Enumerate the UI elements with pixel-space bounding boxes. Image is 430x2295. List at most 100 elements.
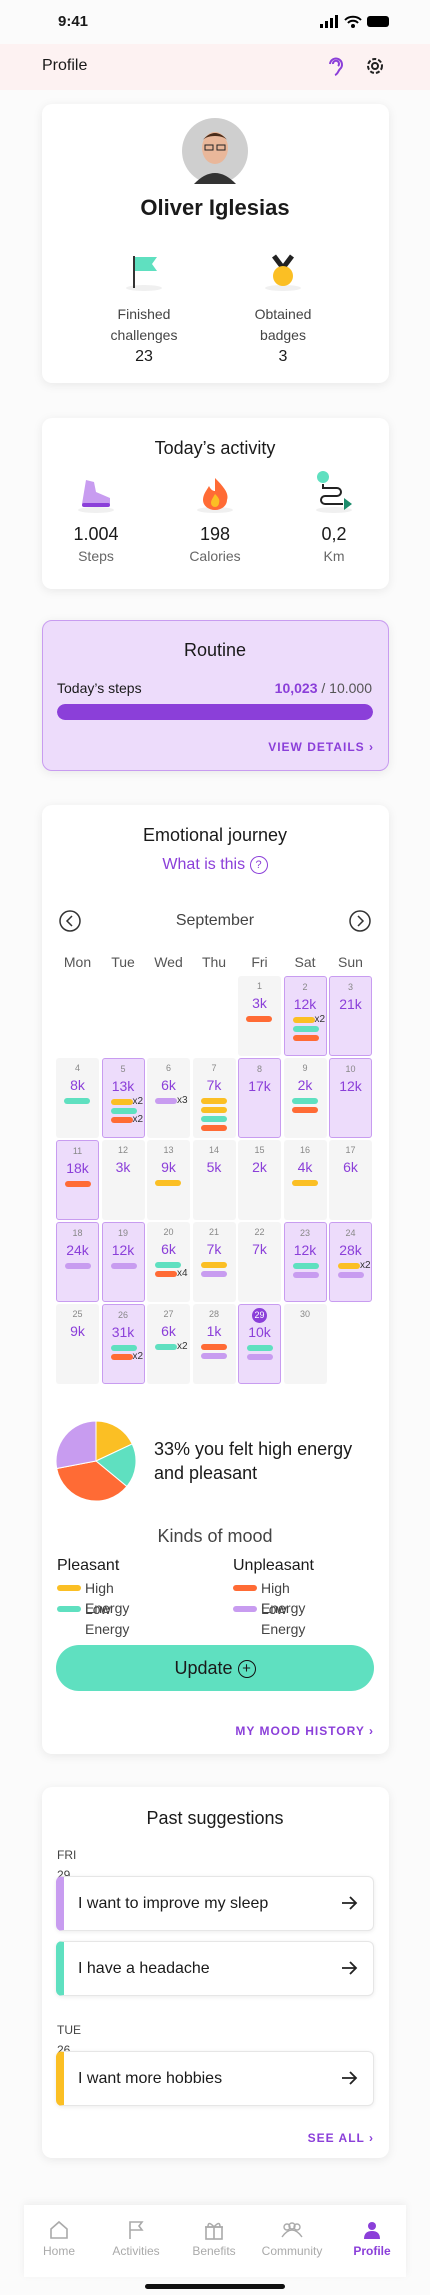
- day-steps: 7k: [252, 1241, 267, 1257]
- mood-count: x2: [360, 1260, 371, 1271]
- day-steps: 9k: [161, 1159, 176, 1175]
- day-number: 10: [345, 1064, 356, 1074]
- progress-bar: [57, 704, 373, 720]
- suggestion-item[interactable]: I want more hobbies: [56, 2051, 374, 2106]
- day-number: 2: [302, 982, 308, 992]
- mood-history-link[interactable]: MY MOOD HISTORY ›: [235, 1724, 374, 1738]
- day-cell: 12 3k: [101, 1140, 145, 1220]
- help-text[interactable]: What is this: [162, 856, 246, 873]
- stat-label: Finished challenges: [110, 306, 178, 343]
- ear-button[interactable]: [324, 55, 346, 77]
- tab-icon[interactable]: [124, 2218, 148, 2242]
- link-text[interactable]: SEE ALL: [307, 2131, 365, 2145]
- see-all-link[interactable]: SEE ALL ›: [307, 2131, 374, 2145]
- goal-text: / 10.000: [321, 680, 372, 696]
- day-cell: 25 9k: [56, 1304, 99, 1384]
- mood-bar: [200, 1116, 227, 1122]
- day-steps: 6k: [161, 1323, 176, 1339]
- home-indicator: [145, 2284, 285, 2289]
- tab-label[interactable]: Home: [42, 2244, 75, 2258]
- kinds-title: Kinds of mood: [157, 1526, 273, 1546]
- day-number: 18: [72, 1228, 83, 1238]
- mood-bar: [200, 1262, 227, 1268]
- routine-card: [42, 620, 389, 771]
- mood-bar: [110, 1345, 137, 1351]
- pie-slice: [56, 1460, 128, 1501]
- tab-icon[interactable]: [280, 2218, 304, 2242]
- suggestion-text[interactable]: I have a headache: [78, 1960, 210, 1977]
- help-link[interactable]: What is this ?: [0, 855, 430, 875]
- button-text[interactable]: Update: [174, 1658, 233, 1678]
- mood-name: High Energy: [261, 1580, 306, 1616]
- routine-title: Routine: [183, 640, 247, 660]
- day-cell: 23 12k: [283, 1222, 327, 1302]
- day-number: 26: [117, 1310, 128, 1320]
- mood-bar: [292, 1272, 319, 1278]
- tab-label[interactable]: Benefits: [192, 2244, 236, 2258]
- mood-bar: [155, 1180, 181, 1186]
- day-number: 25: [72, 1309, 83, 1319]
- mood-bar: [155, 1098, 177, 1104]
- prev-month[interactable]: [58, 909, 82, 933]
- day-number: 17: [345, 1145, 356, 1155]
- tab-label[interactable]: Profile: [353, 2244, 391, 2258]
- day-cell: 2 12k x2: [283, 976, 327, 1056]
- day-cell: 10 12k: [329, 1058, 372, 1138]
- tab-icon[interactable]: [47, 2218, 71, 2242]
- day-cell: 20 6k x4: [147, 1222, 190, 1302]
- profile-name: Oliver Iglesias: [140, 195, 290, 220]
- mood-count: x2: [132, 1114, 144, 1125]
- link-text[interactable]: VIEW DETAILS: [268, 740, 365, 754]
- mood-bar: [292, 1017, 315, 1023]
- view-details-link[interactable]: VIEW DETAILS ›: [268, 740, 374, 754]
- mood-count: x2: [132, 1351, 144, 1362]
- mood-swatch: [57, 1606, 81, 1612]
- day-cell: 14 5k: [192, 1140, 236, 1220]
- suggestion-text[interactable]: I want to improve my sleep: [78, 1895, 269, 1912]
- day-number: 11: [72, 1146, 83, 1156]
- status-icons: [320, 15, 389, 28]
- update-button[interactable]: Update +: [56, 1645, 374, 1691]
- weekday: Sun: [338, 954, 363, 970]
- tab-label[interactable]: Community: [261, 2244, 323, 2258]
- day-number: 21: [208, 1227, 219, 1237]
- mood-group: Unpleasant: [233, 1557, 314, 1574]
- day-steps: 13k: [111, 1078, 135, 1094]
- day-number: 5: [120, 1064, 126, 1074]
- mood-name: Low Energy: [85, 1601, 130, 1637]
- suggestion-item[interactable]: I want to improve my sleep: [56, 1876, 374, 1931]
- day-steps: 1k: [206, 1323, 222, 1339]
- day-cell: 7 7k: [192, 1058, 236, 1138]
- mood-bar: [292, 1035, 319, 1041]
- settings-button[interactable]: [364, 55, 386, 77]
- mood-bar: [338, 1272, 364, 1278]
- tab-label[interactable]: Activities: [112, 2244, 160, 2258]
- day-number: 7: [211, 1063, 217, 1073]
- day-steps: 6k: [161, 1077, 176, 1093]
- flag-icon: [126, 256, 162, 291]
- day-number: 28: [208, 1309, 219, 1319]
- steps-text: 10,023: [274, 680, 318, 696]
- day-steps: 12k: [293, 996, 317, 1012]
- day-cell: 13 9k: [147, 1140, 190, 1220]
- tab-icon[interactable]: [202, 2218, 226, 2242]
- day-cell: 8 17k: [238, 1058, 281, 1138]
- mood-bar: [155, 1344, 177, 1350]
- suggestion-text[interactable]: I want more hobbies: [78, 2070, 223, 2087]
- mood-bar: [65, 1263, 91, 1269]
- tab-icon[interactable]: [360, 2218, 384, 2242]
- day-cell: 21 7k: [192, 1222, 236, 1302]
- suggestion-item[interactable]: I have a headache: [56, 1941, 374, 1996]
- mood-bar: [110, 1099, 133, 1105]
- mood-bar: [110, 1108, 137, 1114]
- link-text[interactable]: MY MOOD HISTORY: [235, 1724, 365, 1738]
- day-cell: 3 21k: [329, 976, 372, 1056]
- mood-bar: [110, 1263, 137, 1269]
- day-number: 4: [74, 1063, 80, 1073]
- next-month[interactable]: [348, 909, 372, 933]
- day-steps: 3k: [115, 1159, 131, 1175]
- day-steps: 28k: [339, 1242, 362, 1258]
- mood-bar: [291, 1098, 318, 1104]
- activity-label: Steps: [78, 548, 114, 564]
- avatar: [182, 118, 248, 184]
